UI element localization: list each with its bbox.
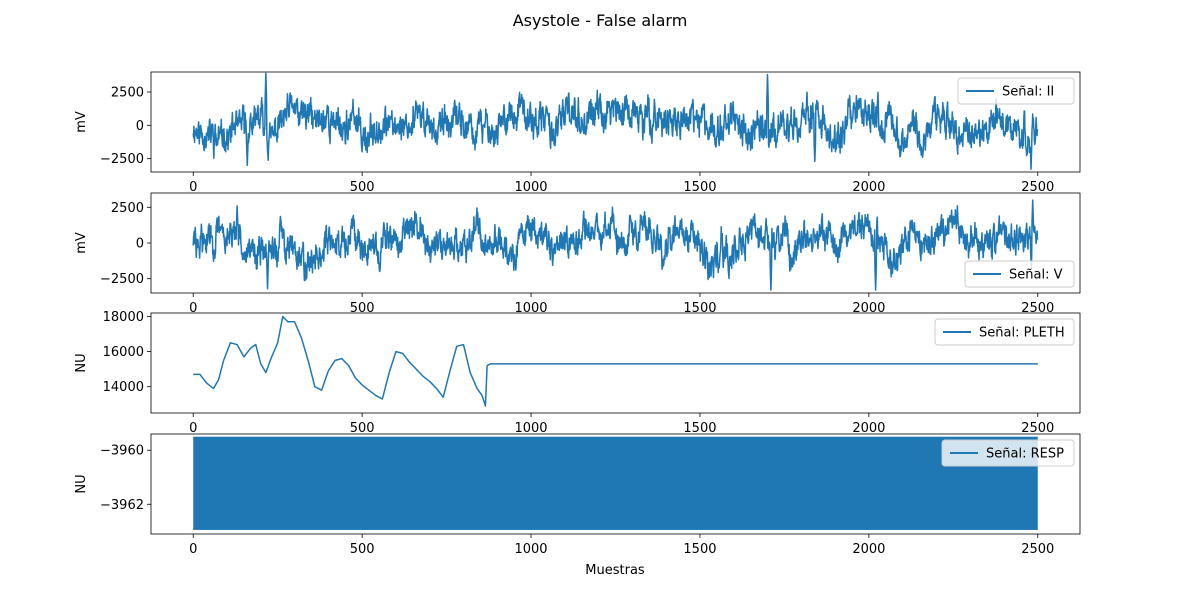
- x-tick-label: 500: [350, 421, 375, 436]
- y-tick-label: 2500: [111, 86, 144, 101]
- x-tick-label: 500: [350, 542, 375, 557]
- x-tick-label: 2000: [852, 180, 885, 195]
- legend: Señal: RESP: [941, 439, 1075, 467]
- x-tick-label: 1000: [514, 180, 547, 195]
- y-axis-label: NU: [74, 353, 89, 372]
- y-tick-label: 18000: [103, 310, 144, 325]
- subplot-3: 0 500 1000 1500 2000 2500 14000 16000 18000 NU Señ…: [74, 310, 1081, 436]
- y-axis-label: mV: [74, 232, 89, 254]
- y-tick-label: −3960: [100, 444, 144, 459]
- legend-label: Señal: V: [1009, 268, 1063, 283]
- x-tick-label: 2000: [852, 421, 885, 436]
- axes-frame: [150, 433, 1081, 535]
- x-tick-label: 2000: [852, 542, 885, 557]
- x-tick-label: 1500: [683, 180, 716, 195]
- legend: Señal: II: [957, 77, 1075, 105]
- legend-label: Señal: II: [1002, 85, 1054, 100]
- subplot-2: 0 500 1000 1500 2000 2500 −2500 0 2500 mV Señal: V: [74, 192, 1081, 316]
- x-tick-label: 0: [189, 180, 197, 195]
- x-tick-label: 1000: [514, 421, 547, 436]
- resp-signal-band: [193, 436, 1038, 530]
- x-tick-label: 1500: [683, 421, 716, 436]
- legend-label: Señal: PLETH: [979, 326, 1065, 341]
- subplot-4: 0 500 1000 1500 2000 2500 −3962 −3960 NU Señal: R…: [74, 433, 1081, 557]
- y-tick-label: 0: [136, 119, 144, 134]
- axes-frame: [150, 71, 1081, 173]
- y-tick-label: 14000: [103, 380, 144, 395]
- subplot-1: 0 500 1000 1500 2000 2500 −2500 0 2500 mV Señal: I…: [74, 71, 1081, 195]
- x-tick-label: 1500: [683, 301, 716, 316]
- x-tick-label: 500: [350, 180, 375, 195]
- x-tick-label: 0: [189, 301, 197, 316]
- x-tick-label: 2500: [1021, 421, 1054, 436]
- subplot-stack: 0 500 1000 1500 2000 2500 −2500 0 2500 mV Señal: I…: [74, 71, 1081, 557]
- legend: Señal: PLETH: [934, 318, 1075, 346]
- x-axis-label: Muestras: [585, 563, 645, 578]
- legend-label: Señal: RESP: [986, 447, 1064, 462]
- x-tick-label: 1000: [514, 301, 547, 316]
- y-tick-label: 2500: [111, 201, 144, 216]
- x-tick-label: 1500: [683, 542, 716, 557]
- x-tick-label: 2500: [1021, 301, 1054, 316]
- x-tick-label: 0: [189, 421, 197, 436]
- y-axis-label: mV: [74, 111, 89, 133]
- x-tick-label: 2500: [1021, 542, 1054, 557]
- axes-frame: [150, 312, 1081, 414]
- y-tick-label: −2500: [100, 272, 144, 287]
- y-tick-label: 16000: [103, 345, 144, 360]
- x-tick-label: 1000: [514, 542, 547, 557]
- x-tick-label: 500: [350, 301, 375, 316]
- legend: Señal: V: [964, 260, 1075, 288]
- x-tick-label: 2000: [852, 301, 885, 316]
- signal-line: [192, 199, 1039, 291]
- y-tick-label: −3962: [100, 498, 144, 513]
- x-tick-label: 0: [189, 542, 197, 557]
- y-axis-label: NU: [74, 474, 89, 493]
- y-tick-label: −2500: [100, 152, 144, 167]
- signal-line: [192, 72, 1039, 171]
- signal-line: [193, 315, 1038, 407]
- figure-title: Asystole - False alarm: [513, 11, 688, 30]
- y-tick-label: 0: [136, 237, 144, 252]
- x-tick-label: 2500: [1021, 180, 1054, 195]
